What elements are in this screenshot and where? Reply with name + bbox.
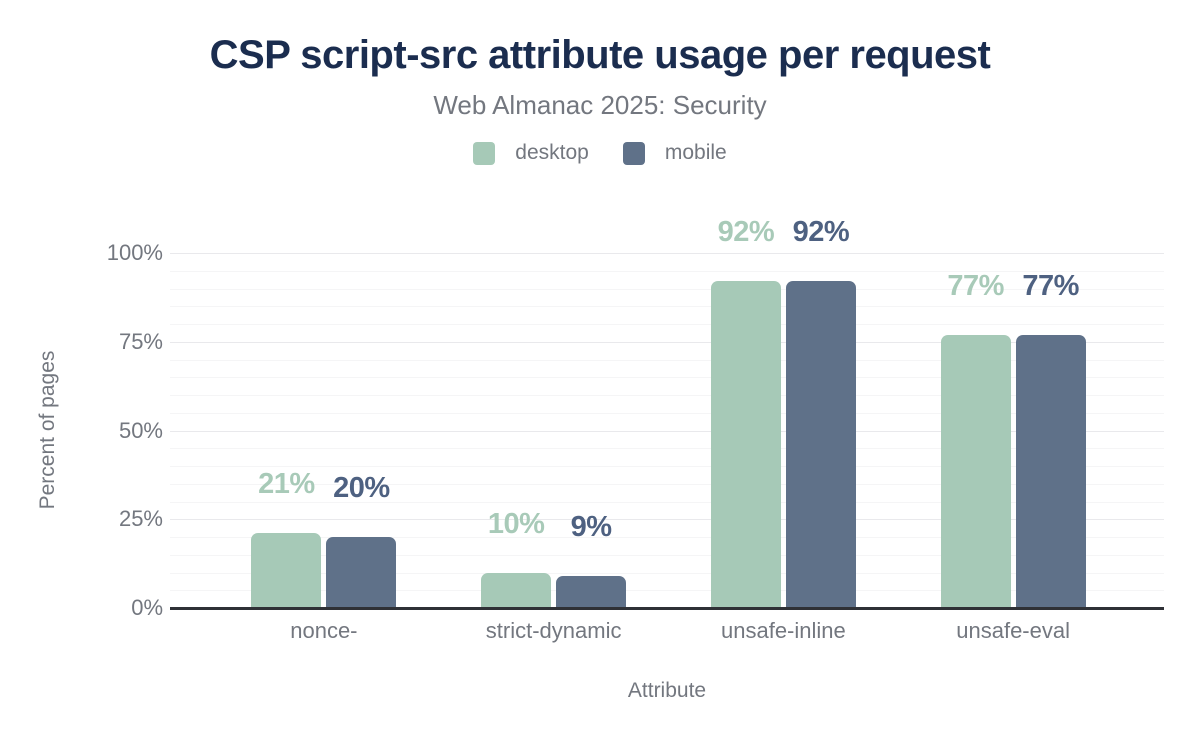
gridline-minor (170, 590, 1164, 592)
legend-swatch-mobile (622, 141, 645, 165)
bar-mobile-nonce-[interactable] (326, 537, 397, 608)
gridline-major (170, 341, 1164, 343)
gridline-minor (170, 270, 1164, 272)
gridline-minor (170, 572, 1164, 574)
bar-desktop-nonce-[interactable] (251, 533, 322, 608)
y-tick-label-50pct: 50% (118, 417, 163, 443)
gridline-minor (170, 306, 1164, 308)
bar-desktop-unsafe-eval[interactable] (940, 334, 1011, 608)
x-axis-title: Attribute (627, 679, 707, 702)
gridline-minor (170, 501, 1164, 503)
legend-label-desktop: desktop (515, 141, 589, 164)
y-tick-label-75pct: 75% (118, 328, 163, 354)
y-tick-label-0pct: 0% (131, 595, 163, 620)
legend-swatch-desktop (473, 141, 496, 165)
bar-mobile-unsafe-inline[interactable] (785, 281, 856, 608)
bar-desktop-strict-dynamic[interactable] (481, 572, 552, 608)
legend-label-mobile: mobile (664, 141, 727, 164)
x-axis-line (170, 606, 1164, 610)
x-tick-label-unsafe-inline: unsafe-inline (721, 618, 846, 643)
gridline-minor (170, 466, 1164, 467)
bar-desktop-unsafe-inline[interactable] (710, 281, 781, 608)
bar-mobile-strict-dynamic[interactable] (556, 576, 627, 608)
bar-value-desktop-unsafe-inline: 92% (717, 216, 775, 249)
gridline-minor (170, 377, 1164, 379)
gridline-major (170, 519, 1164, 521)
legend: desktop mobile (0, 140, 1200, 166)
bar-mobile-unsafe-eval[interactable] (1015, 334, 1086, 608)
x-tick-label-nonce-: nonce- (290, 618, 358, 643)
bar-value-mobile-unsafe-eval: 77% (1022, 269, 1079, 302)
bar-value-mobile-strict-dynamic: 9% (570, 511, 612, 544)
gridline-minor (170, 288, 1164, 290)
gridline-minor (170, 537, 1164, 538)
x-tick-label-unsafe-eval: unsafe-eval (956, 618, 1070, 643)
bar-value-mobile-unsafe-inline: 92% (792, 216, 850, 249)
bar-value-desktop-strict-dynamic: 10% (487, 507, 545, 540)
legend-item-mobile: mobile (622, 141, 727, 165)
y-tick-label-25pct: 25% (118, 506, 163, 532)
legend-item-desktop: desktop (473, 141, 589, 165)
gridline-minor (170, 412, 1164, 414)
chart-subtitle: Web Almanac 2025: Security (433, 90, 767, 120)
gridline-minor (170, 448, 1164, 450)
gridline-minor (170, 483, 1164, 485)
gridline-major (170, 430, 1164, 432)
y-tick-label-100pct: 100% (106, 240, 163, 265)
gridline-minor (170, 324, 1164, 325)
bar-value-mobile-nonce-: 20% (333, 472, 390, 504)
bar-value-desktop-nonce-: 21% (258, 468, 315, 501)
gridline-minor (170, 359, 1164, 361)
chart-title: CSP script-src attribute usage per reque… (209, 33, 991, 77)
gridline-major (170, 253, 1164, 254)
gridline-minor (170, 554, 1164, 556)
x-tick-label-strict-dynamic: strict-dynamic (485, 618, 622, 643)
bar-value-desktop-unsafe-eval: 77% (947, 269, 1004, 302)
gridline-minor (170, 395, 1164, 396)
